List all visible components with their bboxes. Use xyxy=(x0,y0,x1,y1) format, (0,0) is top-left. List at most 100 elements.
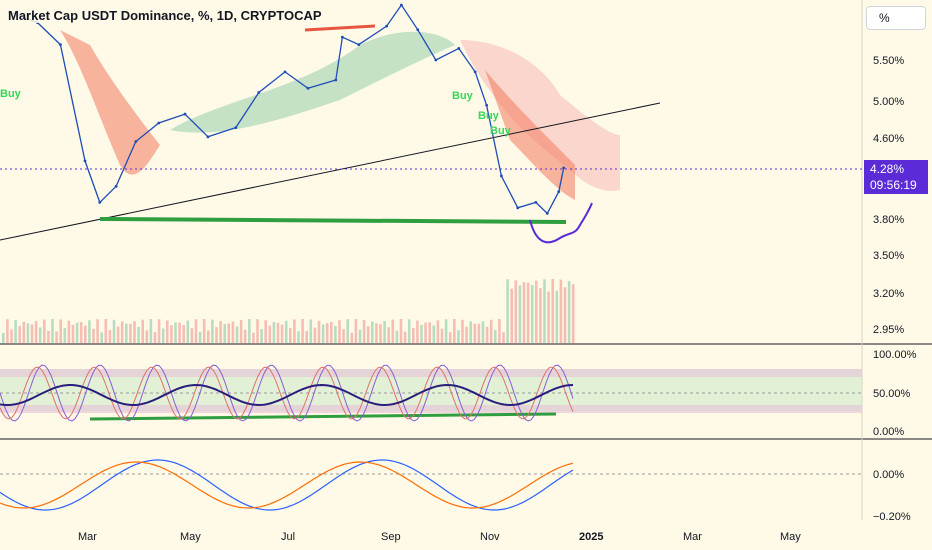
volume-bar xyxy=(264,320,267,343)
volume-bar xyxy=(489,319,493,343)
support-line[interactable] xyxy=(99,217,567,224)
macd-tick-label: −0.20% xyxy=(873,511,911,523)
volume-bar xyxy=(280,324,284,343)
volume-bar xyxy=(563,287,567,343)
volume-bar xyxy=(457,330,460,343)
buy-label: Buy xyxy=(0,88,22,100)
price-point xyxy=(516,206,520,210)
volume-bar xyxy=(112,319,116,343)
buy-label: Buy xyxy=(452,90,474,102)
volume-bar xyxy=(403,331,407,343)
volume-bar xyxy=(530,284,534,343)
volume-bar xyxy=(514,280,518,343)
volume-bar xyxy=(444,319,448,343)
volume-bar xyxy=(252,332,255,343)
volume-bar xyxy=(231,321,235,343)
y-tick-label: 3.50% xyxy=(873,250,904,262)
volume-bar xyxy=(334,325,337,343)
projection-curve[interactable] xyxy=(529,202,593,244)
volume-bar xyxy=(18,326,21,343)
volume-bar xyxy=(338,320,341,343)
volume-bar xyxy=(522,282,526,343)
price-point xyxy=(234,126,238,129)
price-point xyxy=(83,159,87,163)
volume-bar xyxy=(133,321,136,343)
volume-bar xyxy=(518,285,522,343)
volume-bar xyxy=(358,329,362,343)
volume-bar xyxy=(412,328,415,343)
volume-bar xyxy=(153,332,157,343)
volume-bar xyxy=(342,329,345,343)
volume-bar xyxy=(116,326,120,343)
stoch-tick-label: 100.00% xyxy=(873,349,917,361)
volume-bar xyxy=(473,323,477,343)
volume-bar xyxy=(268,325,272,343)
volume-bar xyxy=(432,325,436,343)
volume-bar xyxy=(194,319,198,343)
x-tick-label: Nov xyxy=(480,531,500,543)
volume-bar xyxy=(481,321,485,343)
volume-bar xyxy=(567,281,571,343)
volume-bar xyxy=(420,324,423,343)
buy-label: Buy xyxy=(478,110,500,122)
volume-bar xyxy=(198,331,202,343)
volume-bar xyxy=(272,322,276,343)
scale-mode-button[interactable]: % xyxy=(866,6,926,30)
price-point xyxy=(334,78,338,82)
volume-bar xyxy=(129,323,132,343)
volume-bar xyxy=(14,320,17,343)
buy-label: Buy xyxy=(490,125,512,137)
volume-bar xyxy=(391,319,395,343)
volume-bar xyxy=(260,329,263,343)
price-point xyxy=(257,91,261,94)
resistance-mark[interactable] xyxy=(304,24,376,32)
stoch-support-line[interactable] xyxy=(89,412,557,421)
volume-bar xyxy=(227,323,231,343)
volume-bar xyxy=(305,331,308,343)
volume-bar xyxy=(547,291,550,343)
volume-bar xyxy=(239,319,243,343)
volume-bar xyxy=(555,290,559,343)
volume-bar xyxy=(354,319,358,343)
volume-bar xyxy=(88,320,91,343)
volume-bar xyxy=(63,327,67,343)
last-price-badge: 4.28% xyxy=(864,160,928,178)
macd-lines xyxy=(0,459,574,511)
volume-bar xyxy=(190,328,194,343)
y-tick-label: 5.50% xyxy=(873,55,904,67)
price-point xyxy=(59,43,62,47)
x-tick-label: Mar xyxy=(683,531,702,543)
x-tick-label: Mar xyxy=(78,531,97,543)
stoch-tick-label: 0.00% xyxy=(873,426,904,438)
volume-bar xyxy=(539,288,542,343)
volume-bar xyxy=(325,323,329,343)
price-point xyxy=(385,24,389,28)
time-axis[interactable] xyxy=(0,522,932,550)
y-tick-label: 3.80% xyxy=(873,214,904,226)
volume-bar xyxy=(366,326,370,343)
volume-bar xyxy=(428,322,431,343)
volume-bar xyxy=(289,327,292,343)
volume-bar xyxy=(297,331,300,343)
volume-bar xyxy=(67,320,71,343)
volume-bar xyxy=(141,319,144,343)
volume-bar xyxy=(309,319,313,343)
price-point xyxy=(98,200,102,204)
volume-bar xyxy=(157,319,161,343)
volume-bar xyxy=(346,319,349,343)
volume-bar xyxy=(10,329,13,343)
volume-bar xyxy=(317,320,321,343)
volume-bar xyxy=(34,320,38,343)
volume-bar xyxy=(71,324,75,343)
y-tick-label: 4.60% xyxy=(873,133,904,145)
volume-bar xyxy=(161,328,165,343)
volume-bar xyxy=(211,319,214,343)
x-tick-label: Sep xyxy=(381,531,401,543)
stoch-oversold-band xyxy=(0,405,862,413)
volume-bar xyxy=(321,324,325,343)
x-tick-label: May xyxy=(780,531,801,543)
volume-bar xyxy=(440,328,444,343)
volume-bar xyxy=(125,323,128,343)
